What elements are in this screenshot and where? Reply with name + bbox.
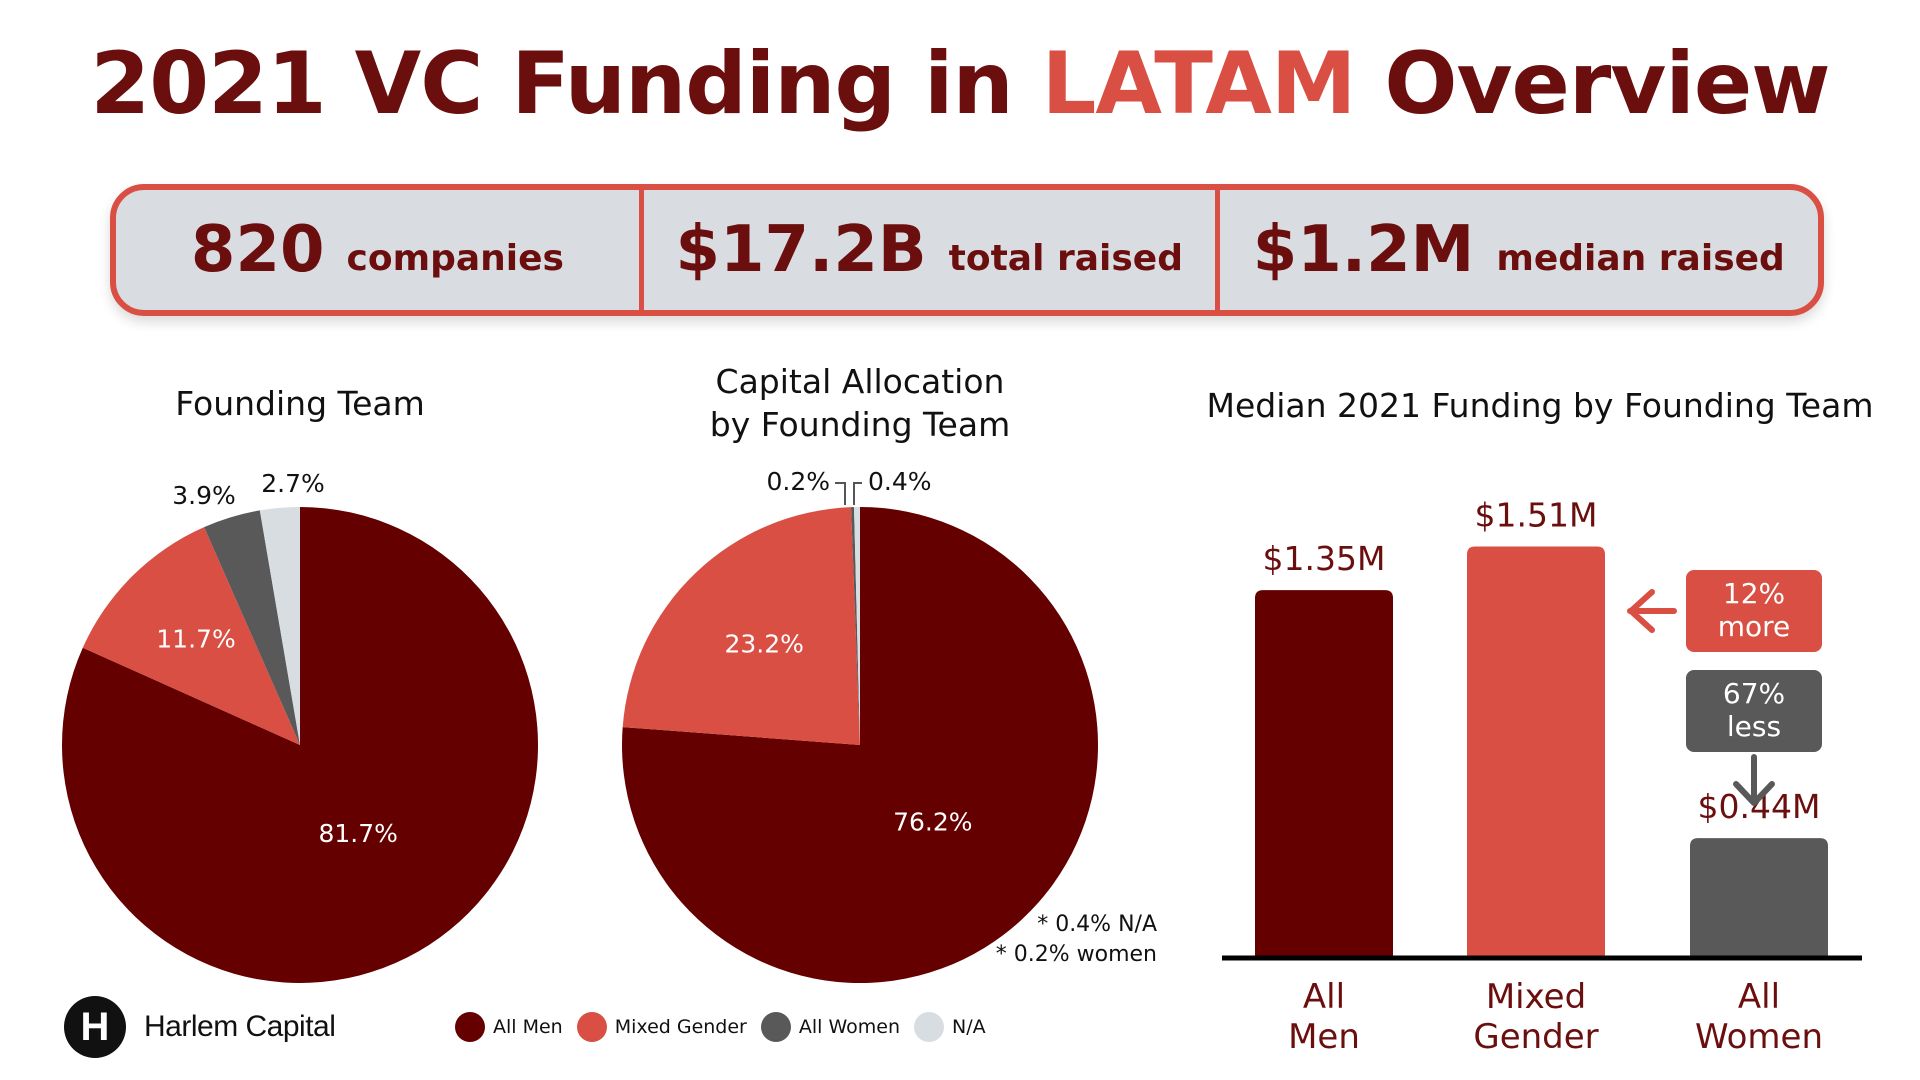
callout-more-text: more xyxy=(1718,610,1791,643)
legend-label: N/A xyxy=(952,1016,986,1038)
capital-allocation-chart-title: Capital Allocation by Founding Team xyxy=(650,360,1070,446)
x-tick-label: Mixed xyxy=(1486,977,1586,1017)
capital-allocation-title-line: Capital Allocation xyxy=(715,362,1005,401)
slice-label: 0.4% xyxy=(868,467,932,496)
pie-slice-all-men xyxy=(61,507,538,983)
callout-more-text: 12% xyxy=(1723,577,1785,610)
legend-label: All Men xyxy=(493,1016,563,1038)
pie-slice-all-women xyxy=(204,510,300,745)
bar-value-label: $0.44M xyxy=(1698,787,1821,826)
legend-item-na: N/A xyxy=(914,1012,986,1042)
footnote: * 0.2% women xyxy=(996,942,1157,967)
slice-label: 0.2% xyxy=(766,467,830,496)
leader-line xyxy=(835,482,846,505)
brand-name: Harlem Capital xyxy=(144,1010,336,1043)
legend-swatch xyxy=(576,1012,607,1042)
pie-slice-na xyxy=(259,507,300,745)
harlem-capital-logo-icon: H xyxy=(64,996,126,1058)
legend-swatch xyxy=(914,1012,945,1042)
stat-label: median raised xyxy=(1496,237,1785,279)
legend-item-all-men: All Men xyxy=(455,1012,563,1042)
legend-label: Mixed Gender xyxy=(614,1016,747,1038)
page-title: 2021 VC Funding in LATAM Overview xyxy=(0,34,1920,134)
stat-value: $17.2B xyxy=(675,213,927,287)
pie-slice-na xyxy=(854,507,860,745)
stat-companies: 820 companies xyxy=(116,190,639,310)
callout-less xyxy=(1686,670,1822,752)
median-funding-chart-title: Median 2021 Funding by Founding Team xyxy=(1206,386,1874,425)
stat-label: total raised xyxy=(948,237,1183,279)
slice-label: 23.2% xyxy=(724,630,803,659)
stat-value: 820 xyxy=(190,213,325,287)
callout-less-text: less xyxy=(1727,710,1781,743)
slice-label: 3.9% xyxy=(172,481,236,510)
stat-label: companies xyxy=(346,237,564,279)
x-tick-label: All xyxy=(1303,977,1345,1017)
title-suffix: Overview xyxy=(1355,34,1830,134)
legend-item-mixed-gender: Mixed Gender xyxy=(576,1012,747,1042)
pie-slice-all-women xyxy=(851,507,860,745)
leader-line xyxy=(853,482,862,505)
x-tick-label: Men xyxy=(1288,1017,1360,1057)
harlem-capital-logo: H Harlem Capital xyxy=(64,996,336,1058)
founding-team-chart-title: Founding Team xyxy=(175,384,425,423)
x-tick-label: Gender xyxy=(1473,1017,1598,1057)
bar-all-women xyxy=(1690,838,1828,958)
pie-slice-mixed-gender xyxy=(82,527,300,745)
bar-all-men xyxy=(1255,590,1393,958)
title-accent: LATAM xyxy=(1041,34,1357,134)
bar-value-label: $1.35M xyxy=(1263,539,1386,578)
slice-label: 76.2% xyxy=(893,808,972,837)
capital-allocation-title-line: by Founding Team xyxy=(709,405,1011,444)
slice-label: 11.7% xyxy=(156,624,235,653)
stats-banner: 820 companies $17.2B total raised $1.2M … xyxy=(110,184,1824,316)
slice-label: 81.7% xyxy=(318,819,397,848)
callout-less-text: 67% xyxy=(1723,677,1785,710)
footnote: * 0.4% N/A xyxy=(1037,912,1157,937)
x-tick-label: All xyxy=(1738,977,1780,1017)
title-prefix: 2021 VC Funding in xyxy=(90,34,1042,134)
bar-value-label: $1.51M xyxy=(1475,496,1598,535)
legend-swatch xyxy=(760,1012,791,1042)
legend-item-all-women: All Women xyxy=(760,1012,901,1042)
bar-mixed-gender xyxy=(1467,546,1605,958)
slice-label: 2.7% xyxy=(261,469,325,498)
arrow-left-icon xyxy=(1627,589,1677,633)
stat-total-raised: $17.2B total raised xyxy=(638,190,1215,310)
legend-label: All Women xyxy=(798,1016,901,1038)
arrow-down-icon xyxy=(1733,754,1775,806)
pie-slice-all-men xyxy=(622,507,1099,984)
pie-slice-mixed-gender xyxy=(622,507,860,745)
legend-swatch xyxy=(455,1012,485,1042)
x-tick-label: Women xyxy=(1695,1017,1823,1057)
chart-legend: All Men Mixed Gender All Women N/A xyxy=(455,1012,1000,1042)
stat-value: $1.2M xyxy=(1252,213,1475,287)
callout-more xyxy=(1686,570,1822,652)
stat-median-raised: $1.2M median raised xyxy=(1214,190,1818,310)
